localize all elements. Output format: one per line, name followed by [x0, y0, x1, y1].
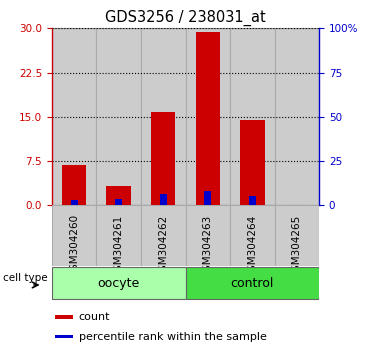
Bar [275, 205, 319, 266]
Bar [204, 191, 211, 205]
Text: GSM304260: GSM304260 [69, 214, 79, 278]
Text: GSM304264: GSM304264 [247, 214, 257, 278]
Bar [240, 120, 265, 205]
Text: GSM304263: GSM304263 [203, 214, 213, 278]
Text: oocyte: oocyte [98, 277, 140, 290]
Text: control: control [231, 277, 274, 290]
Bar [115, 199, 122, 205]
Bar [106, 187, 131, 205]
Bar [96, 28, 141, 205]
Bar [230, 28, 275, 205]
Bar [52, 28, 96, 205]
Text: cell type: cell type [3, 273, 47, 283]
Text: percentile rank within the sample: percentile rank within the sample [79, 332, 266, 342]
Bar [62, 165, 86, 205]
Bar [52, 205, 96, 266]
Bar [249, 195, 256, 205]
Text: count: count [79, 312, 110, 322]
Text: GSM304261: GSM304261 [114, 214, 124, 278]
Bar [141, 28, 186, 205]
Bar [52, 267, 186, 299]
Bar [186, 28, 230, 205]
Bar [186, 267, 319, 299]
Bar [141, 205, 186, 266]
Bar [160, 194, 167, 205]
Title: GDS3256 / 238031_at: GDS3256 / 238031_at [105, 9, 266, 25]
Bar [55, 315, 73, 319]
Bar [151, 112, 175, 205]
Bar [196, 33, 220, 205]
Bar [55, 335, 73, 338]
Bar [71, 200, 78, 205]
Bar [230, 205, 275, 266]
Bar [96, 205, 141, 266]
Bar [186, 205, 230, 266]
Text: GSM304262: GSM304262 [158, 214, 168, 278]
Text: GSM304265: GSM304265 [292, 214, 302, 278]
Bar [275, 28, 319, 205]
